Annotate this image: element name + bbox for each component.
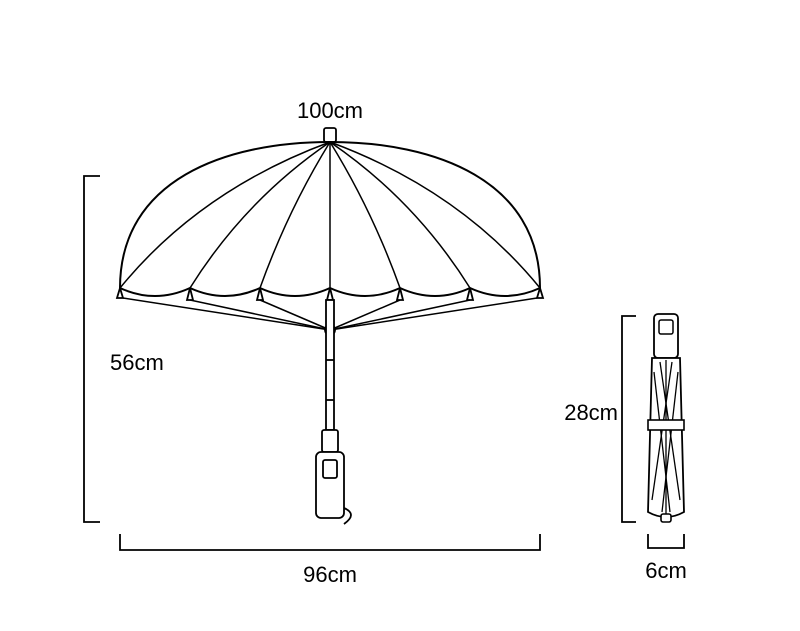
shaft: [322, 300, 338, 452]
arc-dimension-label: 100cm: [297, 98, 363, 123]
folded-width-label: 6cm: [645, 558, 687, 583]
folded-strap: [648, 420, 684, 430]
open-umbrella: 100cm: [84, 98, 543, 587]
folded-width-dimension: [648, 534, 684, 548]
folded-tip: [661, 514, 671, 522]
folded-handle-button: [659, 320, 673, 334]
ferrule: [324, 128, 336, 142]
height-dimension: [84, 176, 100, 522]
handle: [316, 452, 351, 524]
height-dimension-label: 56cm: [110, 350, 164, 375]
span-dimension: [120, 534, 540, 550]
folded-umbrella: 28cm 6cm: [564, 314, 687, 583]
dimension-diagram: 100cm: [0, 0, 800, 631]
folded-height-label: 28cm: [564, 400, 618, 425]
folded-height-dimension: [622, 316, 636, 522]
span-dimension-label: 96cm: [303, 562, 357, 587]
